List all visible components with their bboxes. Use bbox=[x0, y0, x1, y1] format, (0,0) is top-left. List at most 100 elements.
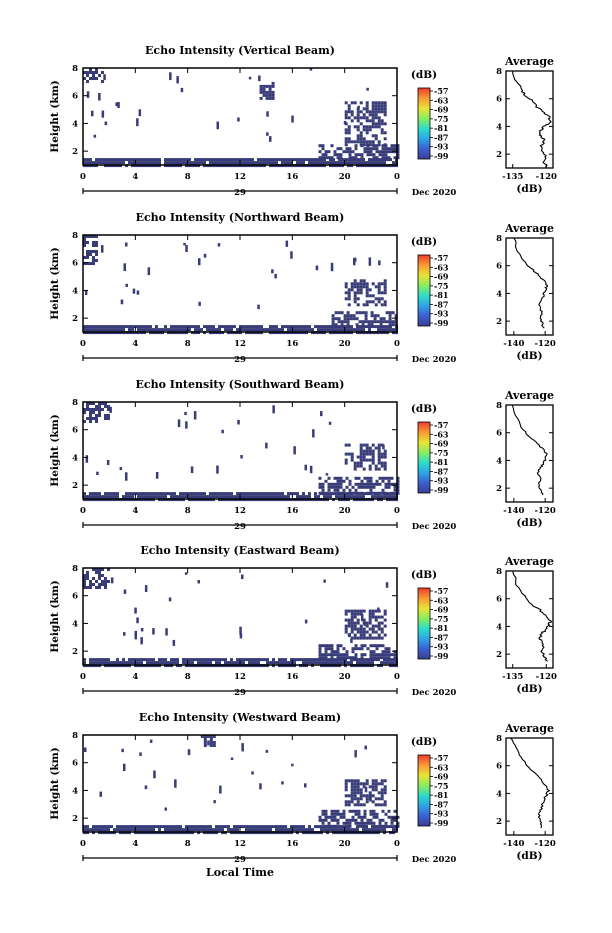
echo-cell bbox=[390, 144, 394, 148]
echo-cell bbox=[272, 328, 275, 332]
echo-cell bbox=[113, 492, 116, 496]
echo-cell bbox=[324, 653, 328, 657]
echo-cell bbox=[113, 161, 116, 165]
echo-cell bbox=[95, 259, 98, 262]
echo-cell bbox=[383, 101, 387, 105]
echo-cell bbox=[359, 279, 363, 283]
echo-cell bbox=[341, 828, 344, 832]
echo-cell bbox=[324, 809, 328, 813]
echo-cell bbox=[375, 491, 379, 495]
echo-cell bbox=[357, 476, 361, 480]
echo-cell bbox=[89, 408, 92, 411]
echo-cell bbox=[374, 303, 378, 307]
echo-cell bbox=[89, 420, 92, 423]
echo-cell bbox=[248, 658, 251, 662]
echo-cell bbox=[380, 328, 383, 332]
echo-cell bbox=[377, 627, 381, 631]
echo-cell bbox=[259, 90, 263, 94]
echo-cell bbox=[89, 661, 92, 665]
echo-cell bbox=[365, 140, 369, 144]
echo-cell bbox=[176, 661, 179, 665]
echo-cell bbox=[245, 825, 248, 829]
echo-cell bbox=[318, 482, 322, 486]
echo-cell bbox=[330, 482, 334, 486]
echo-cell bbox=[107, 658, 110, 662]
echo-cell bbox=[336, 809, 340, 813]
echo-speckle bbox=[304, 783, 307, 788]
echo-cell bbox=[383, 291, 387, 295]
echo-cell bbox=[356, 137, 360, 141]
echo-cell bbox=[360, 482, 364, 486]
echo-cell bbox=[284, 158, 287, 162]
echo-cell bbox=[359, 630, 363, 634]
echo-cell bbox=[384, 647, 388, 651]
echo-cell bbox=[236, 495, 239, 499]
echo-cell bbox=[221, 492, 224, 496]
echo-cell bbox=[349, 314, 353, 318]
avg-x-tick-label: -135 bbox=[502, 672, 523, 682]
echo-cell bbox=[185, 158, 188, 162]
echo-cell bbox=[336, 488, 340, 492]
colorbar-tick-label: -93 bbox=[434, 309, 449, 319]
echo-cell bbox=[350, 618, 354, 622]
echo-cell bbox=[101, 325, 104, 329]
echo-cell bbox=[83, 262, 86, 265]
echo-cell bbox=[332, 658, 335, 662]
echo-cell bbox=[221, 325, 224, 329]
echo-cell bbox=[356, 618, 360, 622]
echo-cell bbox=[131, 825, 134, 829]
echo-cell bbox=[350, 161, 353, 165]
echo-cell bbox=[377, 285, 381, 289]
echo-cell bbox=[370, 323, 374, 327]
echo-cell bbox=[359, 495, 362, 499]
echo-cell bbox=[263, 158, 266, 162]
echo-cell bbox=[365, 288, 369, 292]
echo-cell bbox=[333, 812, 337, 816]
avg-frame bbox=[505, 737, 554, 836]
echo-cell bbox=[275, 825, 278, 829]
echo-cell bbox=[185, 492, 188, 496]
echo-cell bbox=[89, 417, 92, 420]
echo-cell bbox=[311, 161, 314, 165]
echo-cell bbox=[343, 314, 347, 318]
echo-cell bbox=[83, 574, 86, 577]
echo-cell bbox=[272, 658, 275, 662]
echo-cell bbox=[89, 325, 92, 329]
echo-cell bbox=[368, 785, 372, 789]
echo-cell bbox=[326, 495, 329, 499]
echo-cell bbox=[263, 658, 266, 662]
echo-cell bbox=[314, 495, 317, 499]
echo-cell bbox=[390, 147, 394, 151]
echo-cell bbox=[296, 492, 299, 496]
echo-cell bbox=[389, 661, 392, 665]
echo-cell bbox=[251, 495, 254, 499]
echo-speckle bbox=[172, 639, 176, 646]
echo-cell bbox=[374, 137, 378, 141]
echo-cell bbox=[353, 279, 357, 283]
echo-cell bbox=[308, 825, 311, 829]
echo-cell bbox=[350, 328, 353, 332]
echo-cell bbox=[290, 828, 293, 832]
echo-cell bbox=[381, 476, 385, 480]
avg-x-label: (dB) bbox=[516, 350, 542, 362]
echo-cell bbox=[332, 158, 335, 162]
echo-cell bbox=[251, 328, 254, 332]
echo-cell bbox=[356, 125, 360, 129]
echo-cell bbox=[344, 297, 348, 301]
echo-cell bbox=[83, 238, 86, 241]
echo-cell bbox=[333, 824, 337, 828]
echo-cell bbox=[107, 161, 110, 165]
echo-cell bbox=[140, 158, 143, 162]
echo-cell bbox=[350, 779, 354, 783]
echo-cell bbox=[353, 140, 357, 144]
echo-cell bbox=[182, 495, 185, 499]
echo-cell bbox=[158, 161, 161, 165]
echo-cell bbox=[390, 818, 394, 822]
echo-cell bbox=[344, 443, 348, 447]
x-tick-label: 0 bbox=[394, 839, 400, 849]
echo-cell bbox=[348, 809, 352, 813]
echo-speckle bbox=[274, 273, 277, 279]
echo-cell bbox=[164, 492, 167, 496]
echo-cell bbox=[339, 653, 343, 657]
echo-cell bbox=[377, 624, 381, 628]
